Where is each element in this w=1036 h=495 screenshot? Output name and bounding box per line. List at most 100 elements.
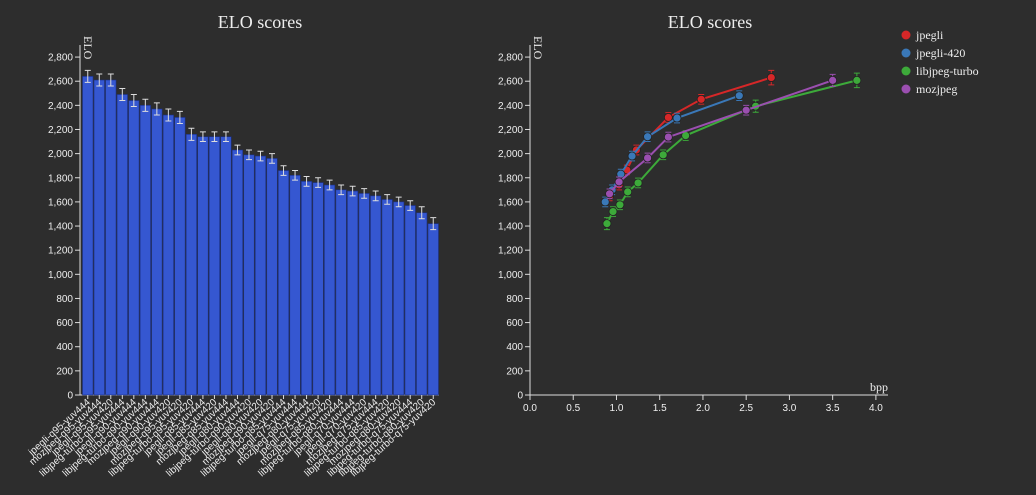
chart-title: ELO scores xyxy=(668,12,752,32)
legend-label: libjpeg-turbo xyxy=(916,64,979,78)
bar xyxy=(335,189,347,396)
y-tick-label: 2,000 xyxy=(498,149,523,160)
point xyxy=(602,219,612,229)
y-tick-label: 800 xyxy=(506,294,523,305)
x-tick-label: 2.5 xyxy=(739,403,753,414)
x-tick-label: 1.0 xyxy=(610,403,624,414)
error-bar xyxy=(119,87,126,102)
point xyxy=(663,132,673,142)
error-bar xyxy=(269,153,276,164)
point xyxy=(643,153,653,163)
y-tick-label: 2,200 xyxy=(498,125,523,136)
error-bar xyxy=(176,110,183,124)
y-tick-label: 400 xyxy=(56,342,73,353)
error-bar xyxy=(372,190,379,202)
bar xyxy=(139,105,151,396)
error-bar xyxy=(107,73,114,87)
point xyxy=(643,132,653,142)
y-tick-label: 1,200 xyxy=(498,246,523,257)
y-tick-label: 1,200 xyxy=(48,246,73,257)
bar xyxy=(427,223,439,396)
y-tick-label: 200 xyxy=(56,366,73,377)
y-tick-label: 2,600 xyxy=(498,77,523,88)
error-bar xyxy=(430,217,437,231)
legend-marker xyxy=(901,48,911,58)
bar xyxy=(174,117,186,396)
bar xyxy=(381,199,393,396)
x-tick-label: 1.5 xyxy=(653,403,667,414)
point xyxy=(605,189,614,199)
y-axis-label: ELO xyxy=(81,36,95,60)
error-bar xyxy=(361,188,368,199)
series-line xyxy=(608,76,772,197)
y-axis-label: ELO xyxy=(531,36,545,60)
bar xyxy=(231,149,244,396)
legend-label: mozjpeg xyxy=(916,82,957,96)
bar xyxy=(347,190,359,396)
bar xyxy=(416,212,428,396)
y-tick-label: 2,200 xyxy=(48,125,73,136)
bar xyxy=(358,193,370,396)
point xyxy=(633,178,643,188)
bar xyxy=(185,134,197,396)
error-bar xyxy=(199,131,206,143)
bar xyxy=(208,136,220,396)
bar xyxy=(197,136,209,396)
bar xyxy=(162,114,174,396)
point xyxy=(627,151,637,161)
legend-marker xyxy=(901,66,911,76)
error-bar xyxy=(315,177,322,188)
bar xyxy=(105,79,117,396)
bar xyxy=(370,195,382,396)
y-tick-label: 1,400 xyxy=(498,222,523,233)
error-bar xyxy=(188,127,195,141)
legend-label: jpegli-420 xyxy=(915,46,965,60)
point xyxy=(828,75,838,85)
error-bar xyxy=(338,184,345,196)
y-tick-label: 600 xyxy=(506,318,523,329)
x-tick-label: 4.0 xyxy=(869,403,883,414)
y-tick-label: 2,800 xyxy=(48,53,73,64)
x-tick-label: 2.0 xyxy=(696,403,710,414)
bar xyxy=(312,182,324,396)
chart-title: ELO scores xyxy=(218,12,302,32)
legend-marker xyxy=(901,30,911,40)
bar xyxy=(301,181,313,396)
bar xyxy=(254,155,267,396)
point xyxy=(741,105,751,115)
bar xyxy=(266,158,278,396)
point xyxy=(623,187,633,197)
bar xyxy=(324,184,336,396)
error-bar xyxy=(349,185,356,197)
bar xyxy=(220,136,232,396)
error-bar xyxy=(153,102,160,116)
error-bar xyxy=(326,179,333,191)
error-bar xyxy=(222,131,229,143)
y-tick-label: 1,000 xyxy=(498,270,523,281)
bar xyxy=(93,79,105,396)
y-tick-label: 1,800 xyxy=(498,173,523,184)
y-tick-label: 2,000 xyxy=(48,149,73,160)
legend-label: jpegli xyxy=(915,28,944,42)
point xyxy=(663,113,673,122)
x-tick-label: 3.0 xyxy=(782,403,796,414)
y-tick-label: 1,000 xyxy=(48,270,73,281)
y-tick-label: 600 xyxy=(56,318,73,329)
bar xyxy=(277,170,290,396)
y-tick-label: 2,400 xyxy=(498,101,523,112)
error-bar xyxy=(418,206,425,220)
x-tick-label: 0.0 xyxy=(523,403,537,414)
point xyxy=(734,91,744,101)
bar xyxy=(116,94,128,396)
y-tick-label: 2,800 xyxy=(498,53,523,64)
x-tick-label: 3.5 xyxy=(826,403,840,414)
point xyxy=(615,200,625,210)
y-tick-label: 0 xyxy=(67,391,73,402)
error-bar xyxy=(234,144,241,156)
error-bar xyxy=(292,170,299,181)
y-tick-label: 800 xyxy=(56,294,73,305)
y-tick-label: 0 xyxy=(517,391,523,402)
bar xyxy=(404,205,416,396)
error-bar xyxy=(303,176,310,187)
